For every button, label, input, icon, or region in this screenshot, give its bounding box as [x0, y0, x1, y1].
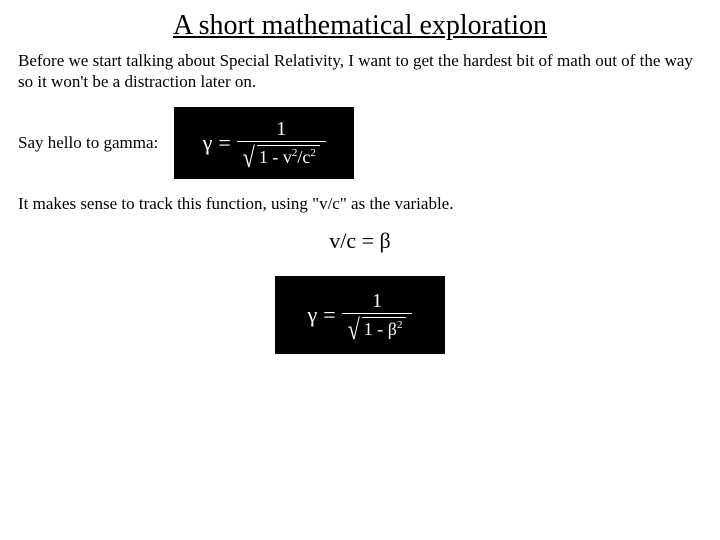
beta-definition: v/c = β [18, 228, 702, 254]
gamma-symbol: γ [203, 130, 213, 156]
track-paragraph: It makes sense to track this function, u… [18, 193, 702, 214]
equals-sign: = [323, 302, 335, 328]
gamma-symbol: γ [308, 302, 318, 328]
radicand-text-1: 1 - v [259, 147, 292, 167]
fraction: 1 √1 - β2 [342, 291, 413, 339]
radical-icon: √ [348, 315, 360, 344]
superscript-2: 2 [310, 147, 316, 159]
radicand: 1 - β2 [362, 317, 407, 338]
denominator: √1 - v2/c2 [237, 141, 326, 167]
gamma-equation-2: γ = 1 √1 - β2 [275, 276, 445, 354]
gamma-equation-1: γ = 1 √1 - v2/c2 [174, 107, 354, 179]
numerator: 1 [270, 119, 292, 141]
hello-row: Say hello to gamma: γ = 1 √1 - v2/c2 [18, 107, 702, 179]
page-title: A short mathematical exploration [18, 10, 702, 42]
intro-paragraph: Before we start talking about Special Re… [18, 50, 702, 93]
numerator: 1 [366, 291, 388, 313]
radical-icon: √ [243, 143, 255, 172]
equation-2-wrap: γ = 1 √1 - β2 [18, 276, 702, 354]
radicand-text-2: /c [297, 147, 310, 167]
equals-sign: = [218, 130, 230, 156]
superscript-1: 2 [397, 319, 403, 331]
radicand: 1 - v2/c2 [257, 145, 320, 166]
radicand-text-1: 1 - β [364, 319, 397, 339]
fraction: 1 √1 - v2/c2 [237, 119, 326, 167]
hello-label: Say hello to gamma: [18, 133, 158, 153]
denominator: √1 - β2 [342, 313, 413, 339]
